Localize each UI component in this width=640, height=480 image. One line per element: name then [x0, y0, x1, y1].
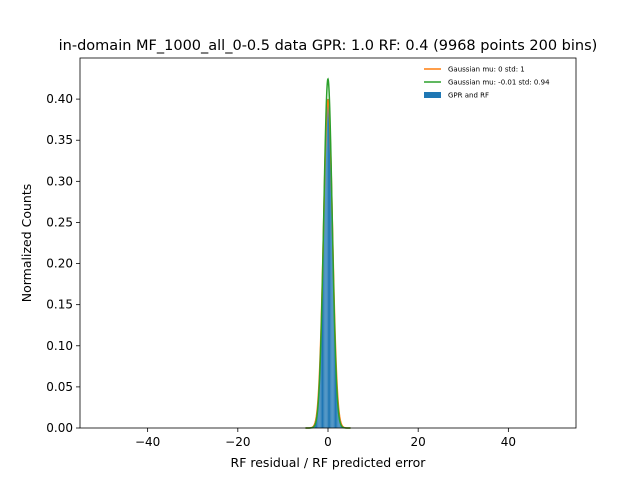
histogram-bar: [320, 350, 321, 428]
legend-label: Gaussian mu: 0 std: 1: [448, 66, 525, 74]
histogram-bar: [321, 287, 323, 428]
gaussian-curve: [305, 77, 351, 429]
histogram-bar: [328, 99, 329, 428]
histogram-bar: [317, 412, 318, 428]
histogram-bar: [325, 113, 327, 428]
y-tick-label: 0.10: [46, 339, 73, 353]
y-tick-label: 0.15: [46, 298, 73, 312]
y-tick-label: 0.35: [46, 133, 73, 147]
x-axis-ticks: −40 −20 0 20 40: [135, 428, 516, 449]
histogram-bar: [318, 399, 319, 428]
histogram-bar: [331, 178, 332, 428]
histogram-bar: [322, 262, 324, 428]
histogram-bar: [329, 110, 331, 428]
histogram-bar: [330, 153, 332, 428]
y-axis-label: Normalized Counts: [19, 184, 34, 303]
plot-area: [79, 57, 577, 429]
histogram-bar: [317, 407, 319, 428]
histogram-bar: [335, 363, 337, 428]
legend-entry-gaussian-fit: Gaussian mu: -0.01 std: 0.94: [424, 79, 550, 87]
histogram-bar: [326, 99, 328, 428]
y-axis-ticks: 0.00 0.05 0.10 0.15 0.20 0.25 0.30 0.35 0.40: [46, 92, 80, 435]
histogram-bar: [324, 157, 326, 428]
y-tick-label: 0.25: [46, 215, 73, 229]
legend-entry-gaussian-std1: Gaussian mu: 0 std: 1: [424, 66, 525, 74]
legend-label: GPR and RF: [448, 92, 489, 100]
histogram-bar: [332, 258, 334, 428]
histogram-bar: [319, 366, 321, 428]
histogram-bar: [338, 411, 339, 428]
histogram-bar: [330, 130, 331, 428]
histogram-bar: [321, 311, 322, 428]
legend-patch-blue: [424, 92, 441, 98]
histogram-bar: [326, 99, 327, 428]
histogram-bar: [315, 422, 317, 428]
histogram-bar: [320, 331, 322, 428]
histogram-bar: [327, 99, 329, 428]
histogram-bar: [332, 232, 333, 428]
chart-title: in-domain MF_1000_all_0-0.5 data GPR: 1.…: [59, 38, 598, 54]
histogram-bar: [333, 307, 335, 428]
histogram-bars: [312, 99, 344, 428]
x-tick-label: 40: [501, 435, 516, 449]
histogram-bar: [338, 416, 340, 428]
y-tick-label: 0.05: [46, 380, 73, 394]
histogram-bar: [319, 379, 320, 428]
histogram-bar: [314, 424, 316, 428]
histogram-bar: [324, 182, 325, 428]
gaussian-curves: [305, 77, 351, 429]
histogram-bar: [339, 422, 341, 428]
y-tick-label: 0.40: [46, 92, 73, 106]
histogram-bar: [336, 389, 338, 428]
y-tick-label: 0.00: [46, 421, 73, 435]
x-tick-label: 0: [324, 435, 332, 449]
histogram-bar: [323, 236, 324, 428]
x-tick-label: 20: [411, 435, 426, 449]
histogram-bar: [318, 390, 320, 428]
histogram-bar: [333, 283, 334, 428]
legend: Gaussian mu: 0 std: 1 Gaussian mu: -0.01…: [424, 66, 550, 100]
histogram-bar: [325, 133, 326, 428]
legend-label: Gaussian mu: -0.01 std: 0.94: [448, 79, 550, 87]
x-tick-label: −40: [135, 435, 160, 449]
histogram-bar: [337, 398, 338, 428]
legend-entry-gpr-rf: GPR and RF: [424, 92, 489, 100]
histogram-bar: [327, 99, 328, 428]
histogram-bar: [334, 328, 335, 428]
y-tick-label: 0.30: [46, 174, 73, 188]
histogram-bar: [331, 205, 333, 428]
histogram-bar: [339, 419, 340, 428]
histogram-bar: [336, 377, 337, 428]
histogram-bar: [334, 347, 336, 428]
histogram-bar: [316, 416, 318, 428]
histogram-bar: [328, 99, 330, 428]
histogram-bar: [337, 405, 339, 428]
x-tick-label: −20: [225, 435, 250, 449]
histogram-bar: [323, 209, 325, 428]
histogram-bar: [340, 423, 341, 428]
y-tick-label: 0.20: [46, 257, 73, 271]
x-axis-label: RF residual / RF predicted error: [231, 455, 427, 470]
histogram-bar: [316, 420, 317, 428]
